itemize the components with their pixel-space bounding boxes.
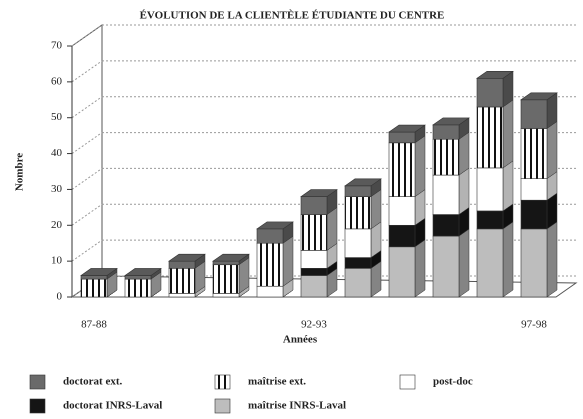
legend-label: post-doc [433,376,473,388]
y-tick-label: 70 [51,40,63,52]
bar-side [282,235,294,287]
x-axis-label: Années [283,334,318,346]
bar-segment [476,167,504,212]
x-tick-label: 97-98 [521,319,547,331]
bar-segment [388,131,416,144]
x-tick-label: 87-88 [81,319,107,331]
bar-segment [520,99,548,129]
bar-top [300,189,338,197]
y-tick-label: 20 [51,219,63,231]
bar-segment [520,199,548,230]
bar-segment [476,77,504,108]
bar-side [414,239,426,298]
y-axis-label: Nombre [14,153,26,191]
bar-segment [80,278,108,298]
legend-swatch [29,374,46,390]
bar-top [124,268,162,276]
grid-line [71,60,103,83]
bar-segment [300,275,328,298]
y-tick-label: 60 [51,75,63,87]
y-tick-label: 50 [51,111,63,123]
bar-top [80,268,118,276]
bar-segment [168,268,196,294]
bar-top [520,92,558,101]
bar-side [502,160,514,212]
bar-segment [520,178,548,201]
bar-segment [256,228,284,244]
bar-segment [432,235,460,298]
bar-segment [300,196,328,215]
bar-top [388,124,426,133]
chart-title: ÉVOLUTION DE LA CLIENTÈLE ÉTUDIANTE DU C… [140,10,445,22]
grid-line [71,132,103,154]
legend-swatch [399,374,416,390]
bar-segment [432,214,460,237]
bar-segment [476,210,504,230]
bar-segment [388,196,416,226]
bar-top [476,70,514,79]
bar-top [432,117,470,126]
grid-line [71,203,103,226]
bar-segment [432,138,460,176]
bar-segment [344,257,372,269]
x-tick-label: 92-93 [301,319,327,331]
bar-segment [388,246,416,298]
bar-segment [476,228,504,298]
legend-label: maîtrise INRS-Laval [248,400,346,412]
bar-segment [80,275,108,280]
bar-segment [344,228,372,258]
bar-segment [256,242,284,287]
bar-segment [344,185,372,197]
bar-side [458,131,470,176]
bar-segment [124,278,152,298]
bar-segment [344,268,372,298]
legend-swatch [214,398,231,414]
bar-segment [300,250,328,269]
bar-segment [344,196,372,230]
legend-swatch [29,398,46,414]
bar-top [344,178,382,187]
bar-segment [520,228,548,298]
bar-segment [212,293,240,298]
bar-side [458,167,470,216]
bar-segment [256,285,284,298]
bar-segment [388,142,416,197]
bar-segment [212,260,240,266]
bar-top [256,221,294,230]
bar-segment [300,214,328,251]
bar-segment [300,268,328,276]
grid-line [71,168,103,190]
bar-side [326,207,338,251]
back-wall [71,24,103,298]
bar-segment [432,174,460,215]
bar-side [414,135,426,198]
bar-segment [476,106,504,169]
y-tick-label: 30 [51,183,63,195]
bar-side [458,228,470,298]
grid-line [71,239,103,262]
grid-line [71,96,103,119]
legend-label: doctorat ext. [63,376,123,388]
bar-top [168,253,206,262]
bar-segment [168,260,196,269]
bar-segment [124,275,152,280]
bar-side [546,120,558,180]
y-tick-label: 40 [51,147,63,159]
y-tick-label: 0 [57,291,63,303]
legend-label: maîtrise ext. [248,376,306,388]
bar-side [502,99,514,169]
bar-segment [520,128,548,179]
bar-segment [168,293,196,298]
bar-segment [432,124,460,140]
bar-segment [212,264,240,294]
y-tick-label: 10 [51,255,63,267]
bar-side [546,221,558,298]
legend-swatch [214,374,231,390]
bar-top [212,253,250,262]
legend-label: doctorat INRS-Laval [63,400,162,412]
bar-side [502,221,514,298]
bar-segment [388,224,416,248]
